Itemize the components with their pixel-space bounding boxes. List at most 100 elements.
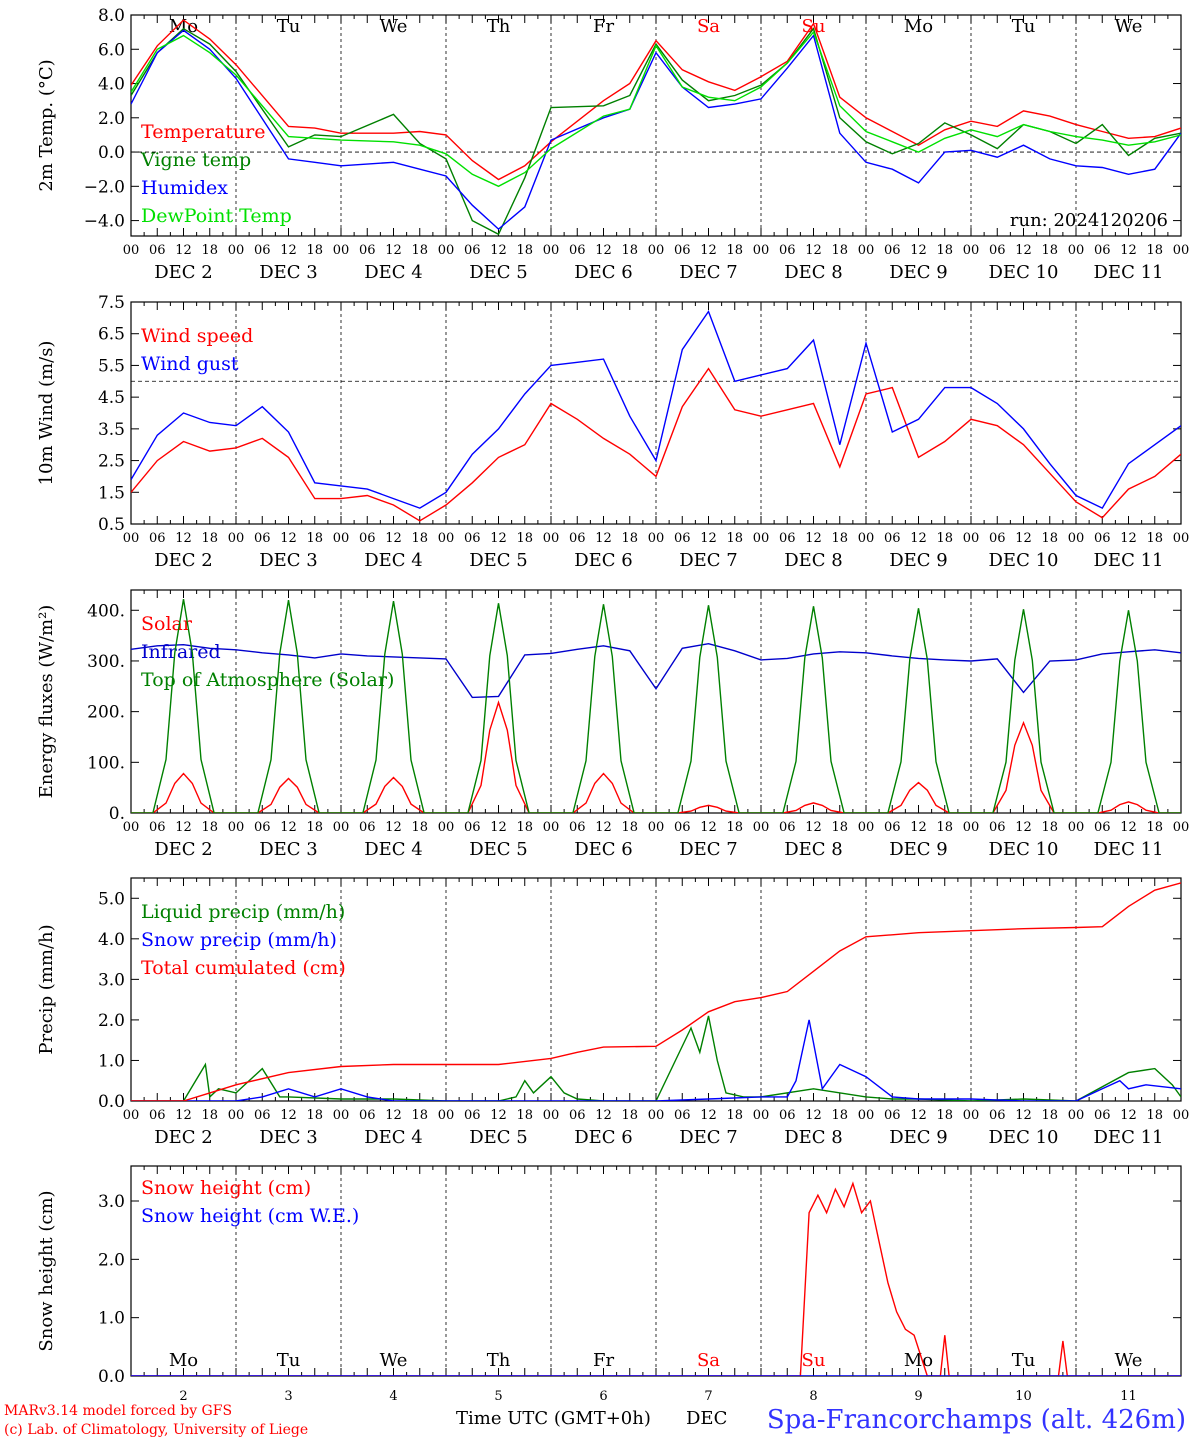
x-hour-label: 18 (1041, 820, 1058, 835)
x-hour-label: 12 (385, 1108, 402, 1123)
x-hour-label: 12 (280, 820, 297, 835)
y-tick-label: 0.5 (98, 515, 125, 535)
x-hour-label: 18 (306, 531, 323, 546)
x-hour-label: 18 (516, 531, 533, 546)
x-hour-label: 00 (963, 820, 980, 835)
x-hour-label: 06 (254, 531, 271, 546)
x-hour-label: 12 (280, 531, 297, 546)
x-hour-label: 12 (490, 820, 507, 835)
x-date-label: DEC 5 (469, 262, 528, 283)
x-hour-label: 18 (516, 820, 533, 835)
x-hour-label: 00 (438, 243, 455, 258)
x-hour-label: 18 (936, 1108, 953, 1123)
run-label: run: 2024120206 (1010, 210, 1168, 231)
y-tick-label: 2.5 (98, 452, 125, 472)
x-day-number: 6 (599, 1389, 607, 1404)
weekday-label: We (380, 1350, 408, 1371)
x-day-number: 5 (494, 1389, 502, 1404)
weekday-label: Fr (593, 16, 614, 37)
x-day-number: 2 (179, 1389, 187, 1404)
x-hour-label: 00 (333, 243, 350, 258)
x-hour-label: 00 (543, 820, 560, 835)
x-hour-label: 12 (805, 820, 822, 835)
y-tick-label: 5.5 (98, 356, 125, 376)
x-hour-label: 12 (595, 820, 612, 835)
x-hour-label: 00 (1068, 1108, 1085, 1123)
x-hour-label: 00 (333, 1108, 350, 1123)
x-hour-label: 00 (858, 820, 875, 835)
x-hour-label: 12 (490, 1108, 507, 1123)
x-hour-label: 00 (1173, 243, 1190, 258)
x-hour-label: 06 (569, 1108, 586, 1123)
x-date-label: DEC 6 (574, 550, 633, 571)
x-hour-label: 06 (149, 820, 166, 835)
x-day-number: 4 (389, 1389, 397, 1404)
y-axis-label: 2m Temp. (°C) (36, 59, 57, 191)
x-hour-label: 06 (254, 1108, 271, 1123)
chart-panel-2: 0.5 1.5 2.5 3.5 4.5 5.5 6.5 7.5 10m Wind (m/s) 00… (36, 293, 1189, 571)
x-hour-label: 18 (1146, 243, 1163, 258)
x-hour-label: 06 (254, 820, 271, 835)
x-hour-label: 06 (884, 531, 901, 546)
y-tick-label: 7.5 (98, 293, 125, 313)
x-hour-label: 12 (490, 531, 507, 546)
x-hour-label: 18 (306, 243, 323, 258)
series-line-temperature (131, 19, 1181, 181)
y-axis-label: Snow height (cm) (36, 1190, 57, 1351)
legend-entry: Top of Atmosphere (Solar) (141, 669, 394, 691)
x-hour-label: 12 (385, 820, 402, 835)
x-date-label: DEC 2 (154, 550, 213, 571)
weekday-label: We (1115, 16, 1143, 37)
x-hour-label: 12 (910, 243, 927, 258)
x-date-label: DEC 3 (259, 1127, 318, 1148)
credit-line-2: (c) Lab. of Climatology, University of L… (4, 1422, 308, 1438)
y-tick-label: 3.0 (98, 970, 125, 990)
series-line-top-of-atmosphere-solar (131, 598, 1181, 813)
weekday-label: Mo (169, 1350, 198, 1371)
x-date-label: DEC 11 (1094, 550, 1164, 571)
x-date-label: DEC 9 (889, 839, 948, 860)
x-hour-label: 00 (648, 531, 665, 546)
x-date-label: DEC 7 (679, 262, 738, 283)
x-hour-label: 06 (569, 531, 586, 546)
y-tick-label: 5.0 (98, 889, 125, 909)
x-hour-label: 00 (228, 820, 245, 835)
x-hour-label: 12 (1015, 531, 1032, 546)
x-hour-label: 06 (989, 243, 1006, 258)
x-date-label: DEC 8 (784, 262, 843, 283)
series-line-dewpoint-temp (131, 30, 1181, 188)
x-hour-label: 00 (858, 531, 875, 546)
x-hour-label: 12 (700, 531, 717, 546)
x-date-label: DEC 5 (469, 550, 528, 571)
x-hour-label: 12 (385, 531, 402, 546)
x-hour-label: 06 (569, 243, 586, 258)
x-hour-label: 06 (359, 531, 376, 546)
x-hour-label: 18 (936, 820, 953, 835)
x-hour-label: 06 (779, 243, 796, 258)
weekday-label: Tu (277, 1350, 301, 1371)
x-date-label: DEC 11 (1094, 839, 1164, 860)
x-hour-label: 06 (464, 820, 481, 835)
x-hour-label: 06 (1094, 243, 1111, 258)
x-hour-label: 18 (306, 1108, 323, 1123)
x-hour-label: 12 (175, 243, 192, 258)
x-hour-label: 18 (1146, 820, 1163, 835)
x-hour-label: 06 (1094, 1108, 1111, 1123)
weekday-label: We (1115, 1350, 1143, 1371)
x-hour-label: 06 (779, 820, 796, 835)
y-axis-label: Precip (mm/h) (36, 924, 57, 1054)
x-day-number: 3 (284, 1389, 292, 1404)
legend-entry: Vigne temp (140, 149, 251, 171)
x-hour-label: 12 (1120, 243, 1137, 258)
x-hour-label: 06 (359, 1108, 376, 1123)
x-date-label: DEC 6 (574, 1127, 633, 1148)
x-date-label: DEC 10 (989, 839, 1059, 860)
plot-frame (130, 589, 1182, 814)
y-tick-label: 1.0 (98, 1051, 125, 1071)
x-hour-label: 00 (438, 820, 455, 835)
x-hour-label: 00 (753, 820, 770, 835)
x-hour-label: 12 (175, 1108, 192, 1123)
x-hour-label: 00 (858, 243, 875, 258)
y-axis-label: Energy fluxes (W/m²) (36, 605, 57, 799)
x-hour-label: 18 (831, 1108, 848, 1123)
